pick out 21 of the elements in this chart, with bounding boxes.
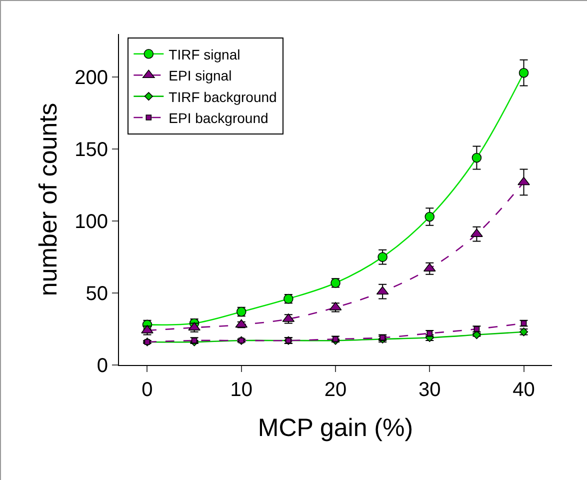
y-tick-label: 100 xyxy=(74,211,108,234)
point xyxy=(472,152,482,163)
y-tick-label: 0 xyxy=(96,355,108,377)
legend-label: EPI signal xyxy=(168,68,232,84)
x-tick-label: 40 xyxy=(512,379,535,401)
x-axis-title: MCP gain (%) xyxy=(258,414,414,442)
legend-label: TIRF signal xyxy=(168,46,240,62)
legend-label: TIRF background xyxy=(168,88,277,105)
x-tick-label: 20 xyxy=(324,379,347,401)
point xyxy=(378,252,388,262)
legend-label: EPI background xyxy=(168,110,268,126)
x-tick-label: 0 xyxy=(142,379,153,401)
x-tick-label: 30 xyxy=(418,379,441,401)
y-tick-label: 50 xyxy=(86,283,108,306)
point xyxy=(518,68,529,78)
y-tick-label: 150 xyxy=(74,139,108,162)
y-axis-title: number of counts xyxy=(34,102,62,296)
y-tick-label: 200 xyxy=(74,67,108,90)
point xyxy=(518,176,530,186)
x-tick-label: 10 xyxy=(230,379,252,401)
point xyxy=(424,212,435,222)
